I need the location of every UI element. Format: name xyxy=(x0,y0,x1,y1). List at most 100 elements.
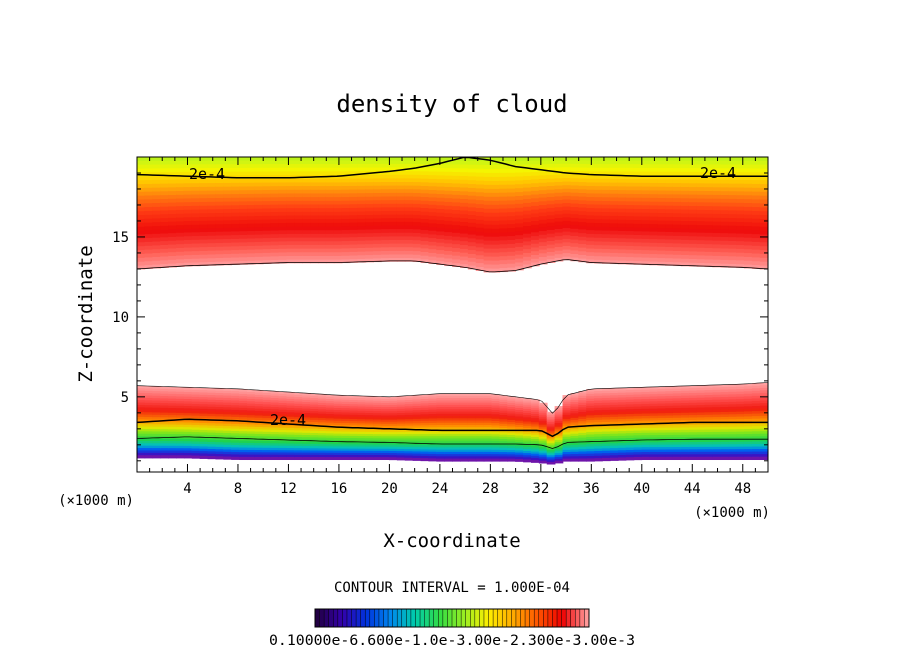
lower-cloud-cell xyxy=(152,438,162,442)
upper-cloud-cell xyxy=(609,241,619,246)
lower-cloud-cell xyxy=(743,423,753,428)
lower-cloud-cell xyxy=(570,393,580,397)
upper-cloud-cell xyxy=(152,217,162,223)
lower-cloud-cell xyxy=(428,438,438,442)
lower-cloud-cell xyxy=(310,441,319,445)
upper-cloud-cell xyxy=(467,167,477,173)
upper-cloud-cell xyxy=(278,159,288,165)
upper-cloud-cell xyxy=(183,254,193,259)
upper-cloud-cell xyxy=(160,182,169,188)
upper-cloud-cell xyxy=(160,186,169,192)
lower-cloud-cell xyxy=(168,417,177,421)
upper-cloud-cell xyxy=(751,157,761,161)
lower-cloud-cell xyxy=(215,409,225,413)
upper-cloud-cell xyxy=(199,231,209,236)
lower-cloud-cell xyxy=(459,456,469,460)
lower-cloud-cell xyxy=(278,393,288,398)
upper-cloud-cell xyxy=(215,212,225,217)
upper-cloud-cell xyxy=(523,206,532,211)
upper-cloud-cell xyxy=(530,257,540,263)
upper-cloud-cell xyxy=(160,202,169,207)
lower-cloud-cell xyxy=(459,454,469,458)
lower-cloud-cell xyxy=(310,417,319,421)
lower-cloud-cell xyxy=(412,410,422,414)
upper-cloud-cell xyxy=(720,213,729,218)
lower-cloud-cell xyxy=(609,452,619,457)
upper-cloud-cell xyxy=(594,218,603,224)
upper-cloud-cell xyxy=(523,252,532,257)
upper-cloud-cell xyxy=(688,227,698,233)
lower-cloud-cell xyxy=(499,397,509,401)
lower-cloud-cell xyxy=(357,457,367,461)
lower-cloud-cell xyxy=(720,387,729,391)
lower-cloud-cell xyxy=(341,446,351,450)
lower-cloud-cell xyxy=(278,445,288,449)
lower-cloud-cell xyxy=(680,434,690,439)
upper-cloud-cell xyxy=(357,159,367,164)
lower-cloud-cell xyxy=(594,417,603,421)
upper-cloud-cell xyxy=(728,263,737,268)
lower-cloud-cell xyxy=(215,421,225,425)
upper-cloud-cell xyxy=(586,163,595,168)
lower-cloud-cell xyxy=(168,412,177,416)
lower-cloud-cell xyxy=(247,445,256,449)
lower-cloud-cell xyxy=(459,407,469,411)
lower-cloud-cell xyxy=(247,447,256,451)
upper-cloud-cell xyxy=(594,240,603,246)
upper-cloud-cell xyxy=(578,199,587,204)
upper-cloud-cell xyxy=(262,181,272,187)
lower-cloud-cell xyxy=(554,419,564,422)
upper-cloud-cell xyxy=(436,157,446,161)
upper-cloud-cell xyxy=(720,194,729,199)
upper-cloud-cell xyxy=(270,200,280,205)
lower-cloud-cell xyxy=(617,395,627,399)
lower-cloud-cell xyxy=(609,404,619,409)
lower-cloud-cell xyxy=(625,457,635,461)
lower-cloud-cell xyxy=(657,396,666,400)
upper-cloud-cell xyxy=(333,214,343,220)
upper-cloud-cell xyxy=(223,182,233,187)
upper-cloud-cell xyxy=(476,152,485,157)
upper-cloud-cell xyxy=(712,228,722,234)
upper-cloud-cell xyxy=(672,178,682,184)
upper-cloud-cell xyxy=(759,187,768,192)
upper-cloud-cell xyxy=(239,222,248,228)
upper-cloud-cell xyxy=(381,199,390,204)
upper-cloud-cell xyxy=(373,254,382,259)
upper-cloud-cell xyxy=(530,239,540,244)
lower-cloud-cell xyxy=(357,429,367,433)
upper-cloud-cell xyxy=(665,208,674,214)
upper-cloud-cell xyxy=(199,253,209,259)
lower-cloud-cell xyxy=(191,413,201,417)
upper-cloud-cell xyxy=(720,247,729,253)
lower-cloud-cell xyxy=(436,445,446,449)
upper-cloud-cell xyxy=(672,212,682,218)
lower-cloud-cell xyxy=(633,420,643,425)
upper-cloud-cell xyxy=(483,219,493,225)
upper-cloud-cell xyxy=(318,181,327,187)
upper-cloud-cell xyxy=(539,152,548,157)
lower-cloud-cell xyxy=(641,406,651,410)
upper-cloud-cell xyxy=(373,163,382,168)
upper-cloud-cell xyxy=(586,233,595,238)
upper-cloud-cell xyxy=(530,223,540,229)
lower-cloud-cell xyxy=(507,430,516,434)
upper-cloud-cell xyxy=(578,206,587,212)
upper-cloud-cell xyxy=(507,179,516,185)
lower-cloud-cell xyxy=(436,400,446,404)
upper-cloud-cell xyxy=(294,174,304,179)
upper-cloud-cell xyxy=(239,234,248,239)
lower-cloud-cell xyxy=(657,425,666,429)
lower-cloud-top-contour xyxy=(137,382,768,414)
upper-cloud-cell xyxy=(601,229,611,235)
upper-cloud-cell xyxy=(199,171,209,176)
upper-cloud-cell xyxy=(373,239,382,244)
upper-cloud-cell xyxy=(357,217,367,223)
upper-cloud-cell xyxy=(310,152,319,156)
upper-cloud-cell xyxy=(278,229,288,235)
upper-cloud-cell xyxy=(680,197,690,203)
lower-cloud-cell xyxy=(325,405,335,409)
lower-cloud-cell xyxy=(554,423,564,426)
upper-cloud-cell xyxy=(412,157,422,161)
upper-cloud-cell xyxy=(183,159,193,165)
